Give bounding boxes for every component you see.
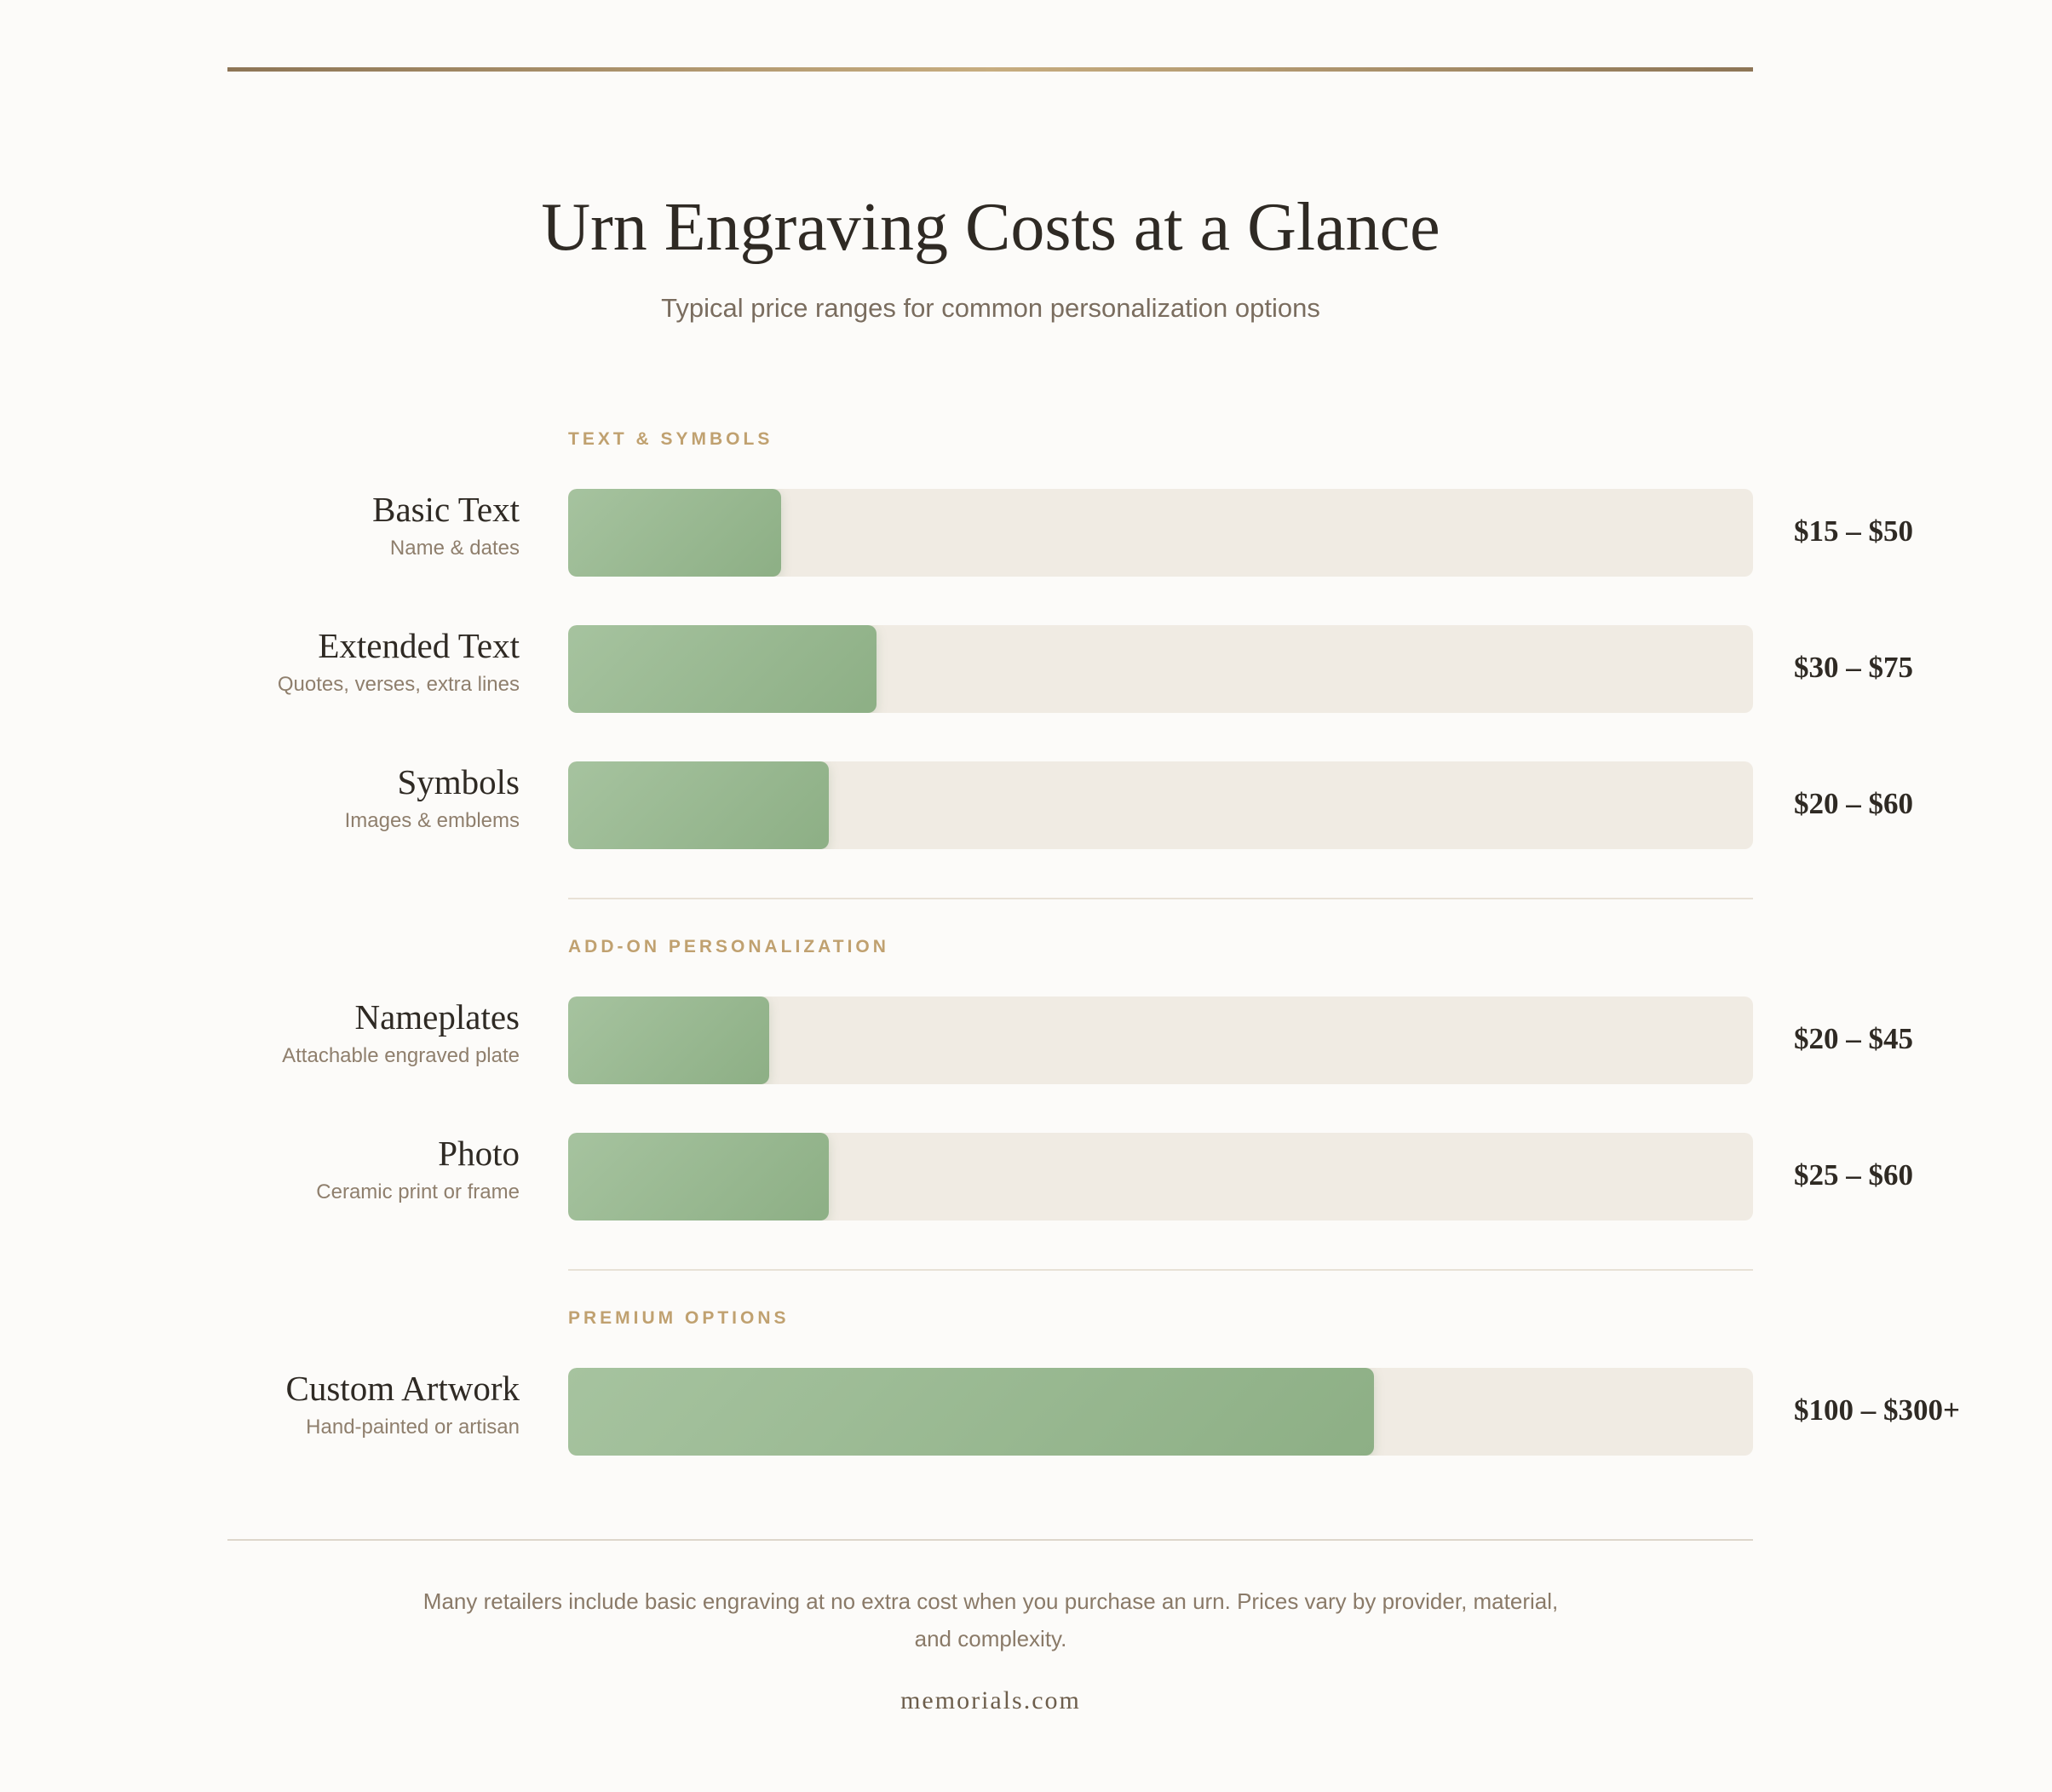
- row-label: Photo Ceramic print or frame: [316, 1133, 520, 1204]
- price-label: $25 – $60: [1794, 1158, 1913, 1192]
- option-description: Hand-painted or artisan: [306, 1416, 520, 1439]
- option-description: Ceramic print or frame: [316, 1180, 520, 1203]
- bar-track: [568, 625, 1753, 713]
- option-description: Attachable engraved plate: [282, 1044, 520, 1067]
- option-name: Custom Artwork: [285, 1369, 520, 1408]
- price-label: $30 – $75: [1794, 651, 1913, 684]
- bar-fill: [568, 489, 782, 577]
- page-subtitle: Typical price ranges for common personal…: [661, 293, 1320, 323]
- row-label: Extended Text Quotes, verses, extra lines: [278, 625, 520, 697]
- price-label: $20 – $60: [1794, 787, 1913, 820]
- row-label: Custom Artwork Hand-painted or artisan: [286, 1368, 520, 1439]
- top-accent-bar: [227, 67, 1753, 72]
- bar-track: [568, 761, 1753, 849]
- price-label: $100 – $300+: [1794, 1393, 1960, 1427]
- section-divider: [568, 898, 1753, 899]
- bar-fill: [568, 997, 770, 1084]
- section-label: TEXT & SYMBOLS: [568, 429, 773, 449]
- price-label: $15 – $50: [1794, 514, 1913, 548]
- brand-logo: memorials.com: [900, 1686, 1081, 1714]
- bar-fill: [568, 1368, 1374, 1456]
- bar-fill: [568, 761, 830, 849]
- footer-divider: [227, 1539, 1753, 1541]
- bar-track: [568, 1133, 1753, 1221]
- row-label: Nameplates Attachable engraved plate: [282, 997, 520, 1068]
- row-label: Symbols Images & emblems: [345, 761, 520, 833]
- section-label: PREMIUM OPTIONS: [568, 1308, 790, 1328]
- option-description: Name & dates: [389, 537, 520, 560]
- option-description: Images & emblems: [344, 809, 520, 832]
- bar-fill: [568, 1133, 830, 1221]
- bar-track: [568, 1368, 1753, 1456]
- bar-fill: [568, 625, 877, 713]
- option-description: Quotes, verses, extra lines: [277, 673, 520, 696]
- price-label: $20 – $45: [1794, 1022, 1913, 1055]
- option-name: Photo: [438, 1134, 520, 1173]
- option-name: Extended Text: [318, 626, 520, 665]
- section-label: ADD-ON PERSONALIZATION: [568, 937, 889, 956]
- option-name: Nameplates: [354, 997, 520, 1037]
- footer-note: Many retailers include basic engraving a…: [422, 1588, 1559, 1651]
- row-label: Basic Text Name & dates: [372, 489, 520, 560]
- bar-track: [568, 997, 1753, 1084]
- bar-track: [568, 489, 1753, 577]
- page-title: Urn Engraving Costs at a Glance: [541, 190, 1440, 265]
- option-name: Symbols: [397, 762, 520, 801]
- section-divider: [568, 1269, 1753, 1271]
- option-name: Basic Text: [372, 490, 520, 529]
